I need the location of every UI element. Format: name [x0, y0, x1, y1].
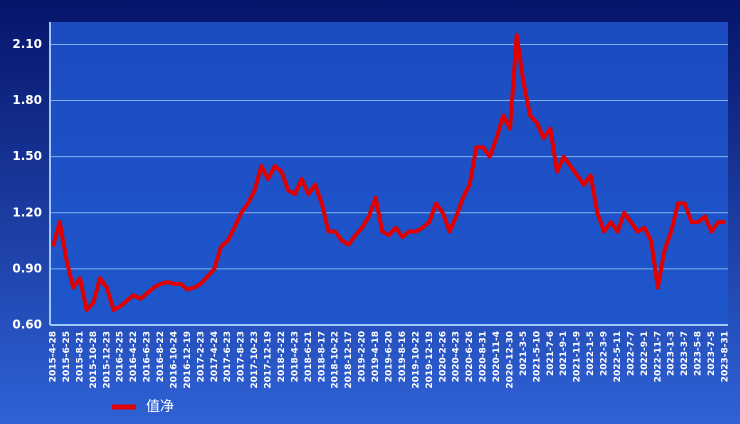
- x-tick-label: 2021-11-9: [573, 331, 583, 382]
- x-tick-label: 2018-8-17: [317, 331, 327, 382]
- x-tick-label: 2020-4-23: [452, 331, 462, 382]
- x-tick-label: 2016-8-22: [156, 331, 166, 382]
- x-tick-label: 2022-3-9: [600, 331, 610, 376]
- x-tick-label: 2015-8-21: [75, 331, 85, 382]
- y-tick-label: 0.60: [12, 318, 42, 332]
- x-tick-label: 2023-5-8: [694, 331, 704, 376]
- x-tick-label: 2022-11-7: [653, 331, 663, 382]
- x-tick-label: 2022-1-5: [586, 331, 596, 376]
- x-tick-label: 2023-1-3: [667, 331, 677, 376]
- x-tick-label: 2016-12-19: [183, 331, 193, 389]
- x-tick-label: 2018-10-22: [331, 331, 341, 389]
- x-tick-label: 2018-6-21: [304, 331, 314, 382]
- x-tick-label: 2019-12-19: [425, 331, 435, 389]
- x-tick-label: 2016-10-24: [169, 331, 179, 389]
- data-line: [51, 33, 725, 312]
- y-tick-label: 1.20: [12, 205, 42, 219]
- x-tick-label: 2021-9-1: [559, 331, 569, 376]
- x-tick-label: 2017-8-23: [237, 331, 247, 382]
- x-tick-label: 2019-6-20: [385, 331, 395, 382]
- x-tick-label: 2015-4-28: [49, 331, 59, 382]
- y-tick-label: 1.80: [12, 93, 42, 107]
- x-tick-label: 2017-6-23: [223, 331, 233, 382]
- x-tick-label: 2021-3-5: [519, 331, 529, 376]
- x-tick-label: 2019-10-22: [411, 331, 421, 389]
- x-tick-label: 2015-10-28: [89, 331, 99, 389]
- x-tick-label: 2016-4-22: [129, 331, 139, 382]
- x-tick-label: 2021-5-10: [532, 331, 542, 382]
- y-tick-label: 1.50: [12, 149, 42, 163]
- x-tick-label: 2017-10-23: [250, 331, 260, 389]
- x-tick-label: 2019-4-18: [371, 331, 381, 382]
- x-tick-label: 2018-12-17: [344, 331, 354, 389]
- x-tick-label: 2020-11-4: [492, 331, 502, 382]
- x-tick-label: 2020-2-26: [438, 331, 448, 382]
- x-tick-label: 2016-2-25: [116, 331, 126, 382]
- x-tick-label: 2017-2-23: [196, 331, 206, 382]
- legend-label: 值净: [146, 399, 174, 415]
- x-tick-label: 2020-6-26: [465, 331, 475, 382]
- x-tick-label: 2023-7-5: [707, 331, 717, 376]
- plot-area: [50, 22, 728, 325]
- x-tick-label: 2019-8-16: [398, 331, 408, 382]
- x-tick-label: 2017-12-19: [264, 331, 274, 389]
- x-tick-label: 2021-7-6: [546, 331, 556, 376]
- x-tick-label: 2020-8-31: [479, 331, 489, 382]
- x-tick-label: 2018-4-23: [290, 331, 300, 382]
- x-tick-label: 2018-2-22: [277, 331, 287, 382]
- x-tick-label: 2016-6-23: [143, 331, 153, 382]
- x-tick-label: 2022-9-1: [640, 331, 650, 376]
- y-tick-label: 2.10: [12, 37, 42, 51]
- x-tick-label: 2020-12-30: [505, 331, 515, 389]
- x-tick-label: 2022-5-11: [613, 331, 623, 382]
- x-tick-label: 2017-4-24: [210, 331, 220, 382]
- x-tick-label: 2023-3-7: [680, 331, 690, 376]
- x-tick-label: 2019-2-20: [358, 331, 368, 382]
- y-tick-label: 0.90: [12, 261, 42, 275]
- x-tick-label: 2015-6-25: [62, 331, 72, 382]
- x-tick-label: 2015-12-23: [102, 331, 112, 389]
- x-tick-label: 2022-7-7: [626, 331, 636, 376]
- x-tick-label: 2023-8-31: [721, 331, 731, 382]
